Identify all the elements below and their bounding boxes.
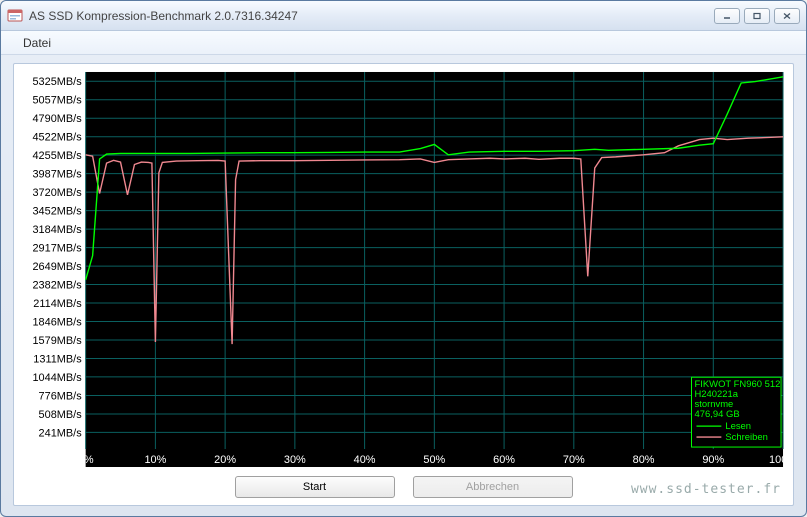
svg-text:1846MB/s: 1846MB/s bbox=[32, 317, 82, 329]
window-controls bbox=[714, 8, 800, 24]
watermark: www.ssd-tester.fr bbox=[631, 482, 781, 497]
svg-text:4790MB/s: 4790MB/s bbox=[32, 113, 82, 125]
svg-text:2917MB/s: 2917MB/s bbox=[32, 243, 82, 255]
svg-text:3184MB/s: 3184MB/s bbox=[32, 224, 82, 236]
svg-text:20%: 20% bbox=[214, 454, 236, 466]
close-button[interactable] bbox=[774, 8, 800, 24]
app-window: AS SSD Kompression-Benchmark 2.0.7316.34… bbox=[0, 0, 807, 517]
svg-text:50%: 50% bbox=[423, 454, 445, 466]
menubar: Datei bbox=[1, 31, 806, 55]
menu-datei[interactable]: Datei bbox=[15, 34, 59, 52]
content-panel: 241MB/s 508MB/s 776MB/s 1044MB/s 1311MB/s 157… bbox=[13, 63, 794, 506]
cancel-button[interactable]: Abbrechen bbox=[413, 476, 573, 498]
svg-text:1579MB/s: 1579MB/s bbox=[32, 335, 82, 347]
svg-text:Lesen: Lesen bbox=[725, 421, 751, 432]
svg-text:90%: 90% bbox=[702, 454, 724, 466]
svg-text:776MB/s: 776MB/s bbox=[39, 390, 83, 402]
svg-text:476,94 GB: 476,94 GB bbox=[694, 409, 739, 420]
svg-text:0%: 0% bbox=[78, 454, 94, 466]
minimize-button[interactable] bbox=[714, 8, 740, 24]
svg-text:2114MB/s: 2114MB/s bbox=[33, 298, 82, 310]
svg-text:3452MB/s: 3452MB/s bbox=[32, 206, 82, 218]
svg-text:10%: 10% bbox=[144, 454, 166, 466]
svg-text:3720MB/s: 3720MB/s bbox=[32, 187, 82, 199]
window-title: AS SSD Kompression-Benchmark 2.0.7316.34… bbox=[29, 9, 714, 23]
svg-text:Schreiben: Schreiben bbox=[725, 432, 768, 443]
maximize-button[interactable] bbox=[744, 8, 770, 24]
start-button[interactable]: Start bbox=[235, 476, 395, 498]
svg-text:30%: 30% bbox=[284, 454, 306, 466]
svg-text:40%: 40% bbox=[354, 454, 376, 466]
svg-text:60%: 60% bbox=[493, 454, 515, 466]
svg-text:5057MB/s: 5057MB/s bbox=[32, 95, 82, 107]
svg-text:2382MB/s: 2382MB/s bbox=[32, 279, 82, 291]
svg-text:5325MB/s: 5325MB/s bbox=[32, 76, 82, 88]
svg-text:3987MB/s: 3987MB/s bbox=[32, 169, 82, 181]
svg-text:100%: 100% bbox=[769, 454, 789, 466]
button-row: Start Abbrechen www.ssd-tester.fr bbox=[18, 467, 789, 501]
svg-text:4522MB/s: 4522MB/s bbox=[32, 132, 82, 144]
svg-text:4255MB/s: 4255MB/s bbox=[32, 150, 82, 162]
svg-text:241MB/s: 241MB/s bbox=[39, 427, 83, 439]
titlebar: AS SSD Kompression-Benchmark 2.0.7316.34… bbox=[1, 1, 806, 31]
svg-text:2649MB/s: 2649MB/s bbox=[32, 261, 82, 273]
svg-text:80%: 80% bbox=[633, 454, 655, 466]
chart-area: 241MB/s 508MB/s 776MB/s 1044MB/s 1311MB/s 157… bbox=[18, 68, 789, 467]
svg-text:1311MB/s: 1311MB/s bbox=[33, 353, 82, 365]
svg-text:70%: 70% bbox=[563, 454, 585, 466]
svg-text:508MB/s: 508MB/s bbox=[39, 409, 83, 421]
app-icon bbox=[7, 8, 23, 24]
svg-text:1044MB/s: 1044MB/s bbox=[32, 372, 82, 384]
compression-chart: 241MB/s 508MB/s 776MB/s 1044MB/s 1311MB/s 157… bbox=[18, 68, 789, 467]
